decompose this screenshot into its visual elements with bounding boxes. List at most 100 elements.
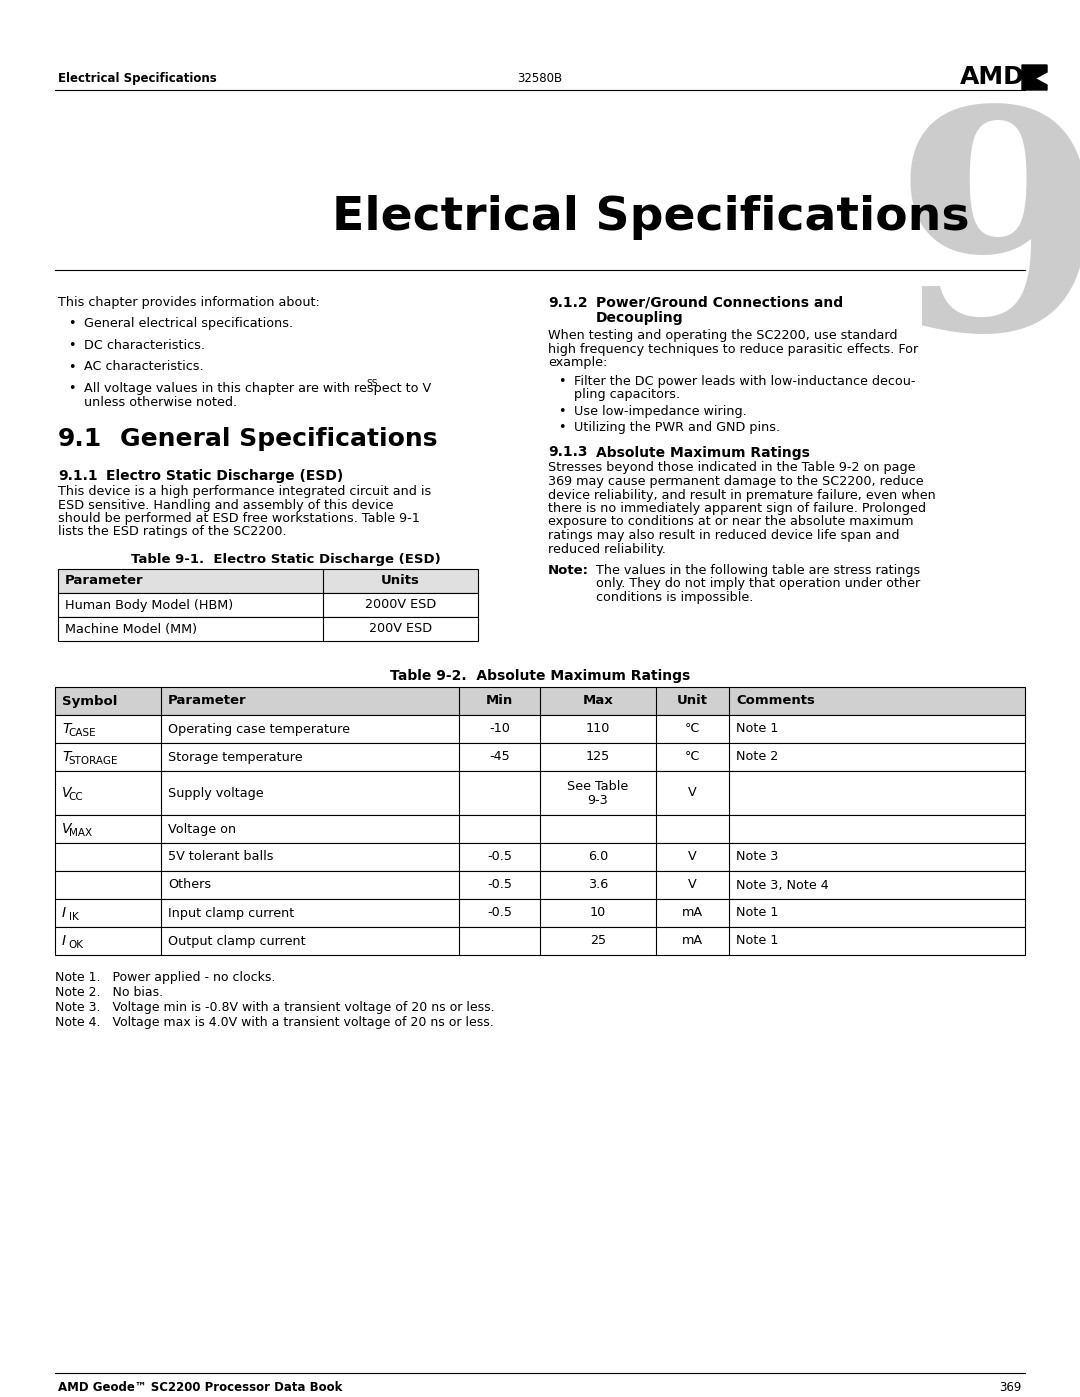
Text: MAX: MAX <box>68 828 92 838</box>
Text: CC: CC <box>68 792 83 802</box>
Text: Machine Model (MM): Machine Model (MM) <box>65 623 197 636</box>
Text: This chapter provides information about:: This chapter provides information about: <box>58 296 320 309</box>
Text: device reliability, and result in premature failure, even when: device reliability, and result in premat… <box>548 489 935 502</box>
Text: •: • <box>558 374 566 387</box>
Text: I: I <box>62 907 66 921</box>
Bar <box>55 928 1025 956</box>
Text: lists the ESD ratings of the SC2200.: lists the ESD ratings of the SC2200. <box>58 525 286 538</box>
Text: 9.1: 9.1 <box>58 427 103 451</box>
Text: 9.1.3: 9.1.3 <box>548 446 588 460</box>
Text: Units: Units <box>381 574 420 588</box>
Text: •: • <box>68 381 76 395</box>
Text: Note 2: Note 2 <box>735 750 779 764</box>
Text: 110: 110 <box>586 722 610 735</box>
Text: Note:: Note: <box>548 564 589 577</box>
Bar <box>55 743 1025 771</box>
Text: -0.5: -0.5 <box>487 879 512 891</box>
Text: General electrical specifications.: General electrical specifications. <box>84 317 293 331</box>
Text: Note 1: Note 1 <box>735 935 779 947</box>
Text: See Table: See Table <box>567 780 629 792</box>
Text: 125: 125 <box>586 750 610 764</box>
Text: Absolute Maximum Ratings: Absolute Maximum Ratings <box>596 446 810 460</box>
Text: °C: °C <box>685 750 700 764</box>
Text: OK: OK <box>68 940 83 950</box>
Bar <box>58 592 478 617</box>
Text: -45: -45 <box>489 750 510 764</box>
Text: All voltage values in this chapter are with respect to V: All voltage values in this chapter are w… <box>84 381 431 395</box>
Text: -0.5: -0.5 <box>487 907 512 919</box>
Text: 369: 369 <box>1000 1382 1022 1394</box>
Text: Note 3.   Voltage min is -0.8V with a transient voltage of 20 ns or less.: Note 3. Voltage min is -0.8V with a tran… <box>55 1002 495 1014</box>
Text: Others: Others <box>168 879 212 891</box>
Text: Decoupling: Decoupling <box>596 312 684 326</box>
Text: Electro Static Discharge (ESD): Electro Static Discharge (ESD) <box>106 469 343 483</box>
Text: Note 1: Note 1 <box>735 722 779 735</box>
Text: V: V <box>62 821 71 835</box>
Text: should be performed at ESD free workstations. Table 9-1: should be performed at ESD free workstat… <box>58 511 420 525</box>
Text: Note 1: Note 1 <box>735 907 779 919</box>
Text: exposure to conditions at or near the absolute maximum: exposure to conditions at or near the ab… <box>548 515 914 528</box>
Text: ESD sensitive. Handling and assembly of this device: ESD sensitive. Handling and assembly of … <box>58 499 393 511</box>
Text: mA: mA <box>681 907 703 919</box>
Bar <box>58 617 478 641</box>
Text: 6.0: 6.0 <box>588 851 608 863</box>
Bar <box>55 771 1025 814</box>
Text: Electrical Specifications: Electrical Specifications <box>333 196 970 240</box>
Text: there is no immediately apparent sign of failure. Prolonged: there is no immediately apparent sign of… <box>548 502 926 515</box>
Text: •: • <box>68 360 76 373</box>
Text: Parameter: Parameter <box>168 694 246 707</box>
Bar <box>55 900 1025 928</box>
Text: Table 9-2.  Absolute Maximum Ratings: Table 9-2. Absolute Maximum Ratings <box>390 669 690 683</box>
Text: Operating case temperature: Operating case temperature <box>168 722 350 735</box>
Text: This device is a high performance integrated circuit and is: This device is a high performance integr… <box>58 485 431 497</box>
Text: •: • <box>68 339 76 352</box>
Text: Storage temperature: Storage temperature <box>168 750 302 764</box>
Text: General Specifications: General Specifications <box>120 427 437 451</box>
Text: Voltage on: Voltage on <box>168 823 237 835</box>
Text: reduced reliability.: reduced reliability. <box>548 542 666 556</box>
Text: 25: 25 <box>590 935 606 947</box>
Text: When testing and operating the SC2200, use standard: When testing and operating the SC2200, u… <box>548 330 897 342</box>
Text: 200V ESD: 200V ESD <box>369 623 432 636</box>
Bar <box>55 687 1025 715</box>
Text: Supply voltage: Supply voltage <box>168 787 264 799</box>
Text: Parameter: Parameter <box>65 574 144 588</box>
Text: V: V <box>688 851 697 863</box>
Text: 3.6: 3.6 <box>588 879 608 891</box>
Text: •: • <box>68 317 76 331</box>
Bar <box>58 569 478 592</box>
Text: conditions is impossible.: conditions is impossible. <box>596 591 754 604</box>
Text: Note 2.   No bias.: Note 2. No bias. <box>55 986 163 999</box>
Text: V: V <box>62 787 71 800</box>
Text: Utilizing the PWR and GND pins.: Utilizing the PWR and GND pins. <box>573 420 780 434</box>
Bar <box>55 814 1025 842</box>
Text: Note 4.   Voltage max is 4.0V with a transient voltage of 20 ns or less.: Note 4. Voltage max is 4.0V with a trans… <box>55 1016 494 1030</box>
Text: °C: °C <box>685 722 700 735</box>
Text: I: I <box>62 935 66 949</box>
Text: STORAGE: STORAGE <box>68 756 118 766</box>
Text: -0.5: -0.5 <box>487 851 512 863</box>
Text: IK: IK <box>68 912 78 922</box>
Text: 5V tolerant balls: 5V tolerant balls <box>168 851 273 863</box>
Text: T: T <box>62 722 70 736</box>
Polygon shape <box>1022 66 1047 89</box>
Text: Note 3, Note 4: Note 3, Note 4 <box>735 879 828 891</box>
Text: T: T <box>62 750 70 764</box>
Text: Electrical Specifications: Electrical Specifications <box>58 73 217 85</box>
Text: 9.1.1: 9.1.1 <box>58 469 97 483</box>
Text: pling capacitors.: pling capacitors. <box>573 388 680 401</box>
Text: Unit: Unit <box>677 694 708 707</box>
Text: Comments: Comments <box>735 694 814 707</box>
Text: Filter the DC power leads with low-inductance decou-: Filter the DC power leads with low-induc… <box>573 374 916 387</box>
Text: -10: -10 <box>489 722 510 735</box>
Text: 9: 9 <box>894 98 1080 394</box>
Bar <box>55 715 1025 743</box>
Text: Note 3: Note 3 <box>735 851 779 863</box>
Text: Symbol: Symbol <box>62 694 118 707</box>
Text: Human Body Model (HBM): Human Body Model (HBM) <box>65 598 233 612</box>
Text: •: • <box>558 405 566 418</box>
Text: example:: example: <box>548 356 607 369</box>
Text: Table 9-1.  Electro Static Discharge (ESD): Table 9-1. Electro Static Discharge (ESD… <box>131 553 441 566</box>
Text: 2000V ESD: 2000V ESD <box>365 598 436 612</box>
Text: ratings may also result in reduced device life span and: ratings may also result in reduced devic… <box>548 529 900 542</box>
